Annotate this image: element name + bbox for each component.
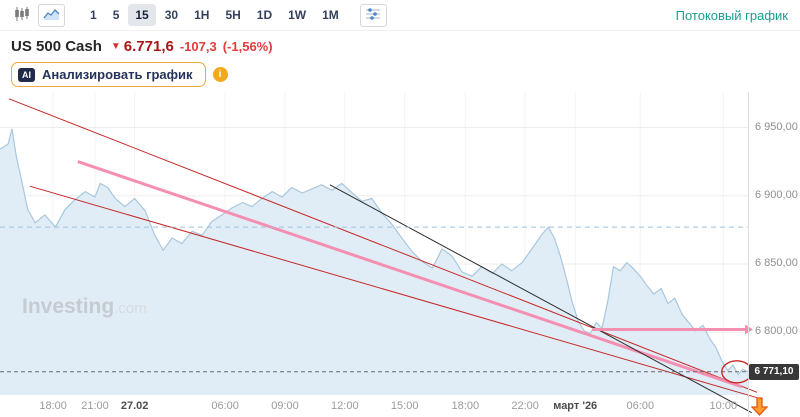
- time-axis-label: 27.02: [120, 400, 149, 412]
- time-axis-label: 06:00: [211, 400, 239, 412]
- price-chart[interactable]: Investing .com 6 950,00 6 900,00 6 850,00 6…: [0, 92, 800, 414]
- time-axis-label: 15:00: [390, 400, 419, 412]
- timeframe-group: 1 5 15 30 1H 5H 1D 1W 1M: [83, 4, 346, 26]
- price-down-arrow-icon: ▼: [110, 40, 121, 52]
- time-axis[interactable]: 18:00 21:00 27.02 06:00 09:00 12:00 15:00 18:00…: [0, 395, 748, 417]
- last-price-tag: 6 771,10: [749, 363, 799, 380]
- timeframe-5[interactable]: 5: [106, 4, 127, 26]
- timeframe-1M[interactable]: 1M: [315, 4, 346, 26]
- price-axis-label: 6 950,00: [755, 120, 798, 133]
- timeframe-1[interactable]: 1: [83, 4, 104, 26]
- time-axis-label: март '26: [553, 400, 598, 412]
- time-axis-label: 10:00: [709, 400, 738, 412]
- timeframe-1D[interactable]: 1D: [250, 4, 279, 26]
- price-axis[interactable]: 6 950,00 6 900,00 6 850,00 6 800,00: [748, 92, 800, 395]
- price-axis-label: 6 850,00: [755, 257, 798, 269]
- candlestick-icon: [14, 6, 30, 25]
- timeframe-30[interactable]: 30: [158, 4, 185, 26]
- ai-badge: AI: [18, 67, 35, 82]
- price-axis-label: 6 900,00: [755, 188, 798, 201]
- timeframe-15[interactable]: 15: [128, 4, 156, 26]
- timeframe-1H[interactable]: 1H: [187, 4, 216, 26]
- indicators-button[interactable]: [359, 3, 387, 27]
- time-axis-label: 18:00: [39, 400, 67, 412]
- time-axis-label: 18:00: [451, 400, 480, 412]
- timeframe-5H[interactable]: 5H: [218, 4, 247, 26]
- time-axis-label: 22:00: [511, 400, 539, 412]
- timeframe-1W[interactable]: 1W: [281, 4, 313, 26]
- area-chart-type-button[interactable]: [38, 3, 65, 27]
- corner-down-arrow-icon: [750, 397, 769, 417]
- indicators-icon: [365, 7, 381, 24]
- instrument-name: US 500 Cash: [11, 37, 102, 55]
- chart-canvas: [0, 92, 758, 414]
- area-chart-icon: [42, 7, 61, 24]
- time-axis-label: 21:00: [81, 400, 109, 412]
- price-change: -107,3: [179, 38, 217, 54]
- ai-analyze-label: Анализировать график: [42, 67, 193, 82]
- axis-divider: [748, 92, 749, 417]
- time-axis-label: 06:00: [626, 400, 655, 412]
- price-change-percent: (-1,56%): [222, 38, 273, 54]
- candlestick-chart-type-button[interactable]: [10, 4, 34, 27]
- instrument-header: US 500 Cash ▼ 6.771,6 -107,3 (-1,56%): [0, 31, 273, 61]
- chart-toolbar: 1 5 15 30 1H 5H 1D 1W 1M Потоковый график: [0, 0, 800, 31]
- time-axis-label: 12:00: [331, 400, 359, 412]
- ai-analyze-button[interactable]: AI Анализировать график: [11, 62, 206, 87]
- time-axis-label: 09:00: [271, 400, 299, 412]
- last-price: 6.771,6: [123, 37, 174, 55]
- ai-analyze-row: AI Анализировать график i: [11, 62, 228, 87]
- info-icon[interactable]: i: [212, 67, 228, 82]
- price-axis-label: 6 800,00: [755, 325, 798, 338]
- streaming-chart-link[interactable]: Потоковый график: [675, 7, 788, 23]
